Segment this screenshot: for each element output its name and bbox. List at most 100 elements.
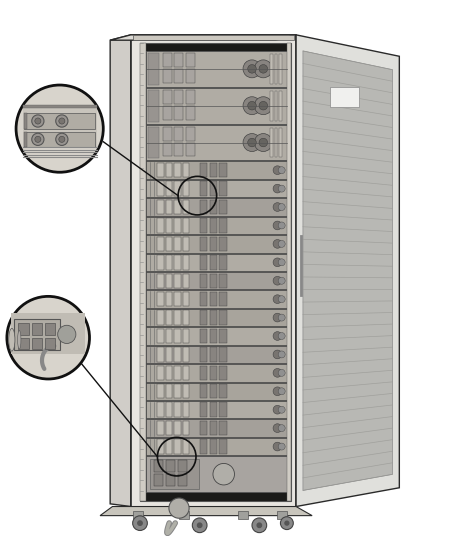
Bar [277, 511, 287, 518]
Bar [157, 200, 164, 214]
Bar [200, 181, 207, 196]
Bar [185, 90, 195, 103]
Bar [210, 200, 218, 214]
Bar [274, 128, 277, 158]
Bar [183, 421, 189, 435]
Bar [270, 128, 273, 158]
Bar [183, 384, 189, 398]
Bar [210, 347, 218, 362]
Bar [163, 53, 172, 67]
Bar [166, 460, 175, 472]
Bar [219, 440, 227, 454]
Bar [146, 383, 287, 400]
Bar [166, 310, 172, 325]
Bar [166, 384, 172, 398]
Bar [210, 440, 218, 454]
Polygon shape [110, 35, 131, 507]
Bar [219, 200, 227, 214]
Bar [210, 292, 218, 307]
Bar [174, 347, 180, 362]
Circle shape [59, 118, 65, 124]
Bar [148, 126, 159, 159]
Circle shape [273, 221, 282, 230]
Bar [219, 366, 227, 380]
Circle shape [278, 369, 285, 376]
Circle shape [278, 185, 285, 192]
Bar [146, 438, 287, 455]
Bar [210, 366, 218, 380]
Bar [157, 366, 164, 380]
Bar [174, 310, 180, 325]
Circle shape [248, 138, 256, 147]
Bar [163, 143, 172, 157]
Bar [210, 218, 218, 233]
Bar [166, 366, 172, 380]
Bar [157, 181, 164, 196]
Bar [219, 292, 227, 307]
Bar [174, 403, 180, 417]
Bar [146, 51, 287, 87]
Bar [200, 163, 207, 177]
Circle shape [259, 138, 268, 147]
Polygon shape [100, 507, 312, 516]
Bar [219, 403, 227, 417]
Bar [157, 237, 164, 251]
Circle shape [273, 424, 282, 433]
Bar [200, 347, 207, 362]
Bar [219, 310, 227, 325]
Bar [200, 421, 207, 435]
Circle shape [254, 60, 272, 78]
Bar [219, 255, 227, 270]
Circle shape [243, 133, 261, 152]
Bar [146, 161, 287, 179]
Bar [174, 53, 184, 67]
Circle shape [56, 115, 68, 127]
Bar [24, 132, 28, 147]
Bar [330, 87, 359, 107]
Bar [22, 105, 97, 108]
Bar [148, 53, 159, 85]
Bar [163, 106, 172, 120]
Polygon shape [303, 51, 392, 490]
Bar [157, 310, 164, 325]
Bar [200, 200, 207, 214]
Bar [166, 181, 172, 196]
Bar [183, 366, 189, 380]
Circle shape [169, 498, 189, 518]
Bar [200, 310, 207, 325]
Bar [183, 237, 189, 251]
Bar [200, 366, 207, 380]
Bar [200, 237, 207, 251]
Bar [200, 329, 207, 343]
Bar [163, 126, 172, 140]
Circle shape [254, 96, 272, 115]
Circle shape [278, 406, 285, 413]
Bar [157, 292, 164, 307]
Ellipse shape [17, 331, 21, 349]
Circle shape [138, 521, 142, 525]
Circle shape [273, 405, 282, 414]
Bar [183, 218, 189, 233]
Polygon shape [296, 35, 399, 507]
Bar [178, 474, 187, 486]
Bar [163, 90, 172, 103]
Circle shape [278, 167, 285, 174]
Circle shape [273, 387, 282, 396]
Circle shape [192, 518, 207, 533]
Bar [174, 329, 180, 343]
Bar [274, 91, 277, 121]
Bar [166, 440, 172, 454]
Bar [185, 126, 195, 140]
Bar [174, 181, 180, 196]
Circle shape [278, 222, 285, 229]
Polygon shape [110, 35, 296, 40]
Bar [185, 53, 195, 67]
Bar [210, 384, 218, 398]
Bar [146, 217, 287, 234]
Circle shape [35, 136, 41, 143]
Circle shape [273, 203, 282, 211]
Bar [166, 421, 172, 435]
Bar [183, 292, 189, 307]
Bar [200, 273, 207, 288]
Bar [219, 237, 227, 251]
